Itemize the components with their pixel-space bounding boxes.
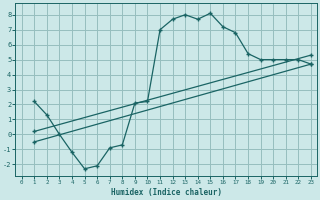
X-axis label: Humidex (Indice chaleur): Humidex (Indice chaleur): [111, 188, 222, 197]
